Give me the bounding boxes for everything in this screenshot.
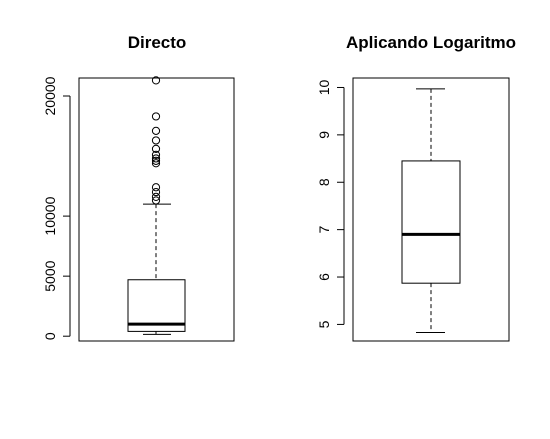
y-tick-label: 7 [316,226,332,234]
outlier-point [151,183,161,192]
y-tick-label: 5 [316,320,332,328]
outlier-point [151,187,161,197]
outlier-point [151,112,161,121]
y-tick-label: 10000 [42,196,58,235]
outlier-point [151,150,161,159]
outlier-point [151,136,161,145]
y-tick-label: 10 [316,79,332,95]
chart-title-directo: Directo [128,33,187,52]
y-tick-label: 6 [316,273,332,281]
panel-directo: Directo 0 5000 10000 20000 [42,33,235,342]
interquartile-box [127,279,186,332]
plot-area-logaritmo: 5 6 7 8 9 10 [316,77,510,342]
plot-frame [352,77,510,342]
outlier-point [151,144,161,153]
y-tick-label: 9 [316,131,332,139]
y-tick-label: 5000 [42,260,58,291]
outlier-point [151,192,161,201]
panel-logaritmo: Aplicando Logaritmo 5 6 7 8 9 10 [316,33,516,342]
y-tick-label: 0 [42,332,58,340]
plot-frame [78,77,235,342]
outlier-point [151,154,161,163]
outlier-point [151,126,161,135]
outlier-point [151,76,161,85]
outlier-point [151,196,161,205]
outlier-point [151,159,161,168]
interquartile-box [401,160,461,284]
plot-area-directo: 0 5000 10000 20000 [42,76,235,342]
y-tick-label: 8 [316,178,332,186]
y-tick-label: 20000 [42,76,58,115]
chart-title-logaritmo: Aplicando Logaritmo [346,33,516,52]
outlier-point [151,156,161,165]
